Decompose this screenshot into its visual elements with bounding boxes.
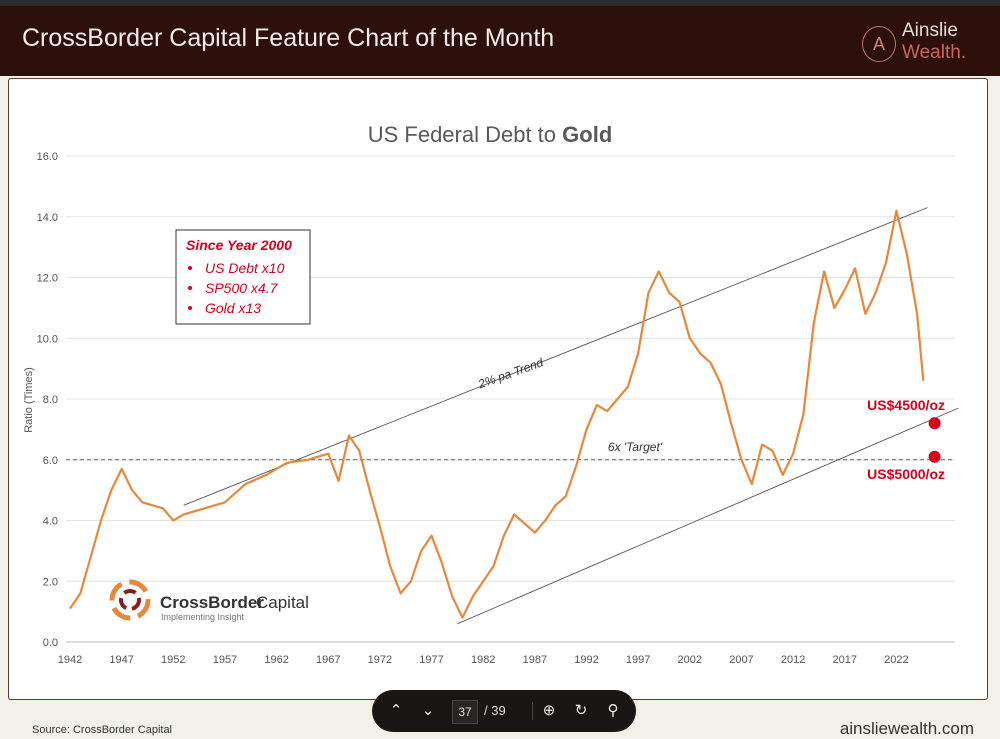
x-tick-label: 2022 (884, 654, 908, 666)
logo-line2: Wealth. (902, 42, 967, 63)
search-icon[interactable]: ⚲ (607, 702, 619, 719)
marker-label: US$5000/oz (867, 466, 945, 482)
x-tick-label: 1982 (471, 654, 495, 666)
zoom-in-icon[interactable]: ⊕ (542, 702, 556, 719)
x-tick-label: 2002 (678, 654, 702, 666)
logo-line1: Ainslie (902, 20, 958, 41)
x-tick-label: 1972 (368, 654, 392, 666)
inset-item: US Debt x10 (205, 260, 285, 276)
x-tick-label: 2012 (781, 654, 805, 666)
y-tick-label: 8.0 (43, 394, 58, 406)
bullet-icon (188, 266, 192, 270)
chart-card (8, 78, 988, 700)
title-prefix: US Federal Debt to (368, 122, 562, 147)
inset-box (175, 229, 311, 325)
y-tick-label: 14.0 (37, 212, 58, 224)
x-tick-label: 2017 (833, 654, 857, 666)
x-tick-label: 1952 (161, 654, 185, 666)
page-number-input[interactable]: 37 (452, 700, 478, 724)
y-axis-label: Ratio (Times) (23, 367, 35, 433)
series-line (69, 209, 925, 619)
trend-lower-line (457, 407, 959, 625)
inset-item: Gold x13 (205, 300, 261, 316)
trend-label: 2% pa Trend (475, 355, 545, 391)
total-pages: / 39 (484, 703, 506, 718)
y-tick-label: 0.0 (43, 637, 58, 649)
y-tick-label: 10.0 (37, 333, 58, 345)
header: CrossBorder Capital Feature Chart of the… (0, 6, 1000, 76)
x-tick-label: 1957 (213, 654, 237, 666)
page-title: CrossBorder Capital Feature Chart of the… (22, 24, 555, 52)
x-tick-label: 1992 (574, 654, 598, 666)
brand-name-b: Capital (256, 593, 309, 612)
y-tick-label: 12.0 (37, 273, 58, 285)
ainslie-logo: A Ainslie Wealth. (862, 18, 974, 68)
price-marker (928, 417, 941, 430)
crossborder-logo-inner-icon (119, 589, 141, 611)
chevron-down-icon[interactable]: ⌄ (421, 702, 435, 719)
trend-upper-line (183, 207, 928, 506)
inset-item: SP500 x4.7 (205, 280, 279, 296)
window-top-border (0, 0, 1000, 6)
divider (532, 702, 533, 720)
inset-heading: Since Year 2000 (186, 237, 292, 253)
crossborder-logo-icon (109, 579, 151, 621)
x-tick-label: 1962 (264, 654, 288, 666)
bullet-icon (188, 306, 192, 310)
target-label: 6x 'Target' (608, 440, 663, 454)
chevron-up-icon[interactable]: ⌃ (389, 702, 403, 719)
y-tick-label: 4.0 (43, 516, 58, 528)
x-tick-label: 1947 (109, 654, 133, 666)
chart-title: US Federal Debt to Gold (368, 122, 613, 147)
x-tick-label: 1977 (419, 654, 443, 666)
x-tick-label: 2007 (729, 654, 753, 666)
x-tick-label: 1987 (523, 654, 547, 666)
price-marker (928, 450, 941, 463)
brand-name-a: CrossBorder (160, 593, 264, 612)
logo-a-icon: A (862, 26, 896, 62)
y-tick-label: 6.0 (43, 455, 58, 467)
y-tick-label: 16.0 (37, 151, 58, 163)
source-note: Source: CrossBorder Capital (32, 724, 173, 736)
pdf-toolbar: ⌃ ⌄ 37 / 39 ⊕ ↻ ⚲ (372, 690, 636, 732)
bullet-icon (188, 286, 192, 290)
brand-tagline: Implementing Insight (161, 612, 245, 622)
x-tick-label: 1967 (316, 654, 340, 666)
y-tick-label: 2.0 (43, 576, 58, 588)
rotate-icon[interactable]: ↻ (574, 702, 588, 719)
website[interactable]: ainsliewealth.com (839, 719, 974, 738)
x-tick-label: 1997 (626, 654, 650, 666)
marker-label: US$4500/oz (867, 397, 945, 413)
x-tick-label: 1942 (58, 654, 82, 666)
title-bold: Gold (562, 122, 612, 147)
